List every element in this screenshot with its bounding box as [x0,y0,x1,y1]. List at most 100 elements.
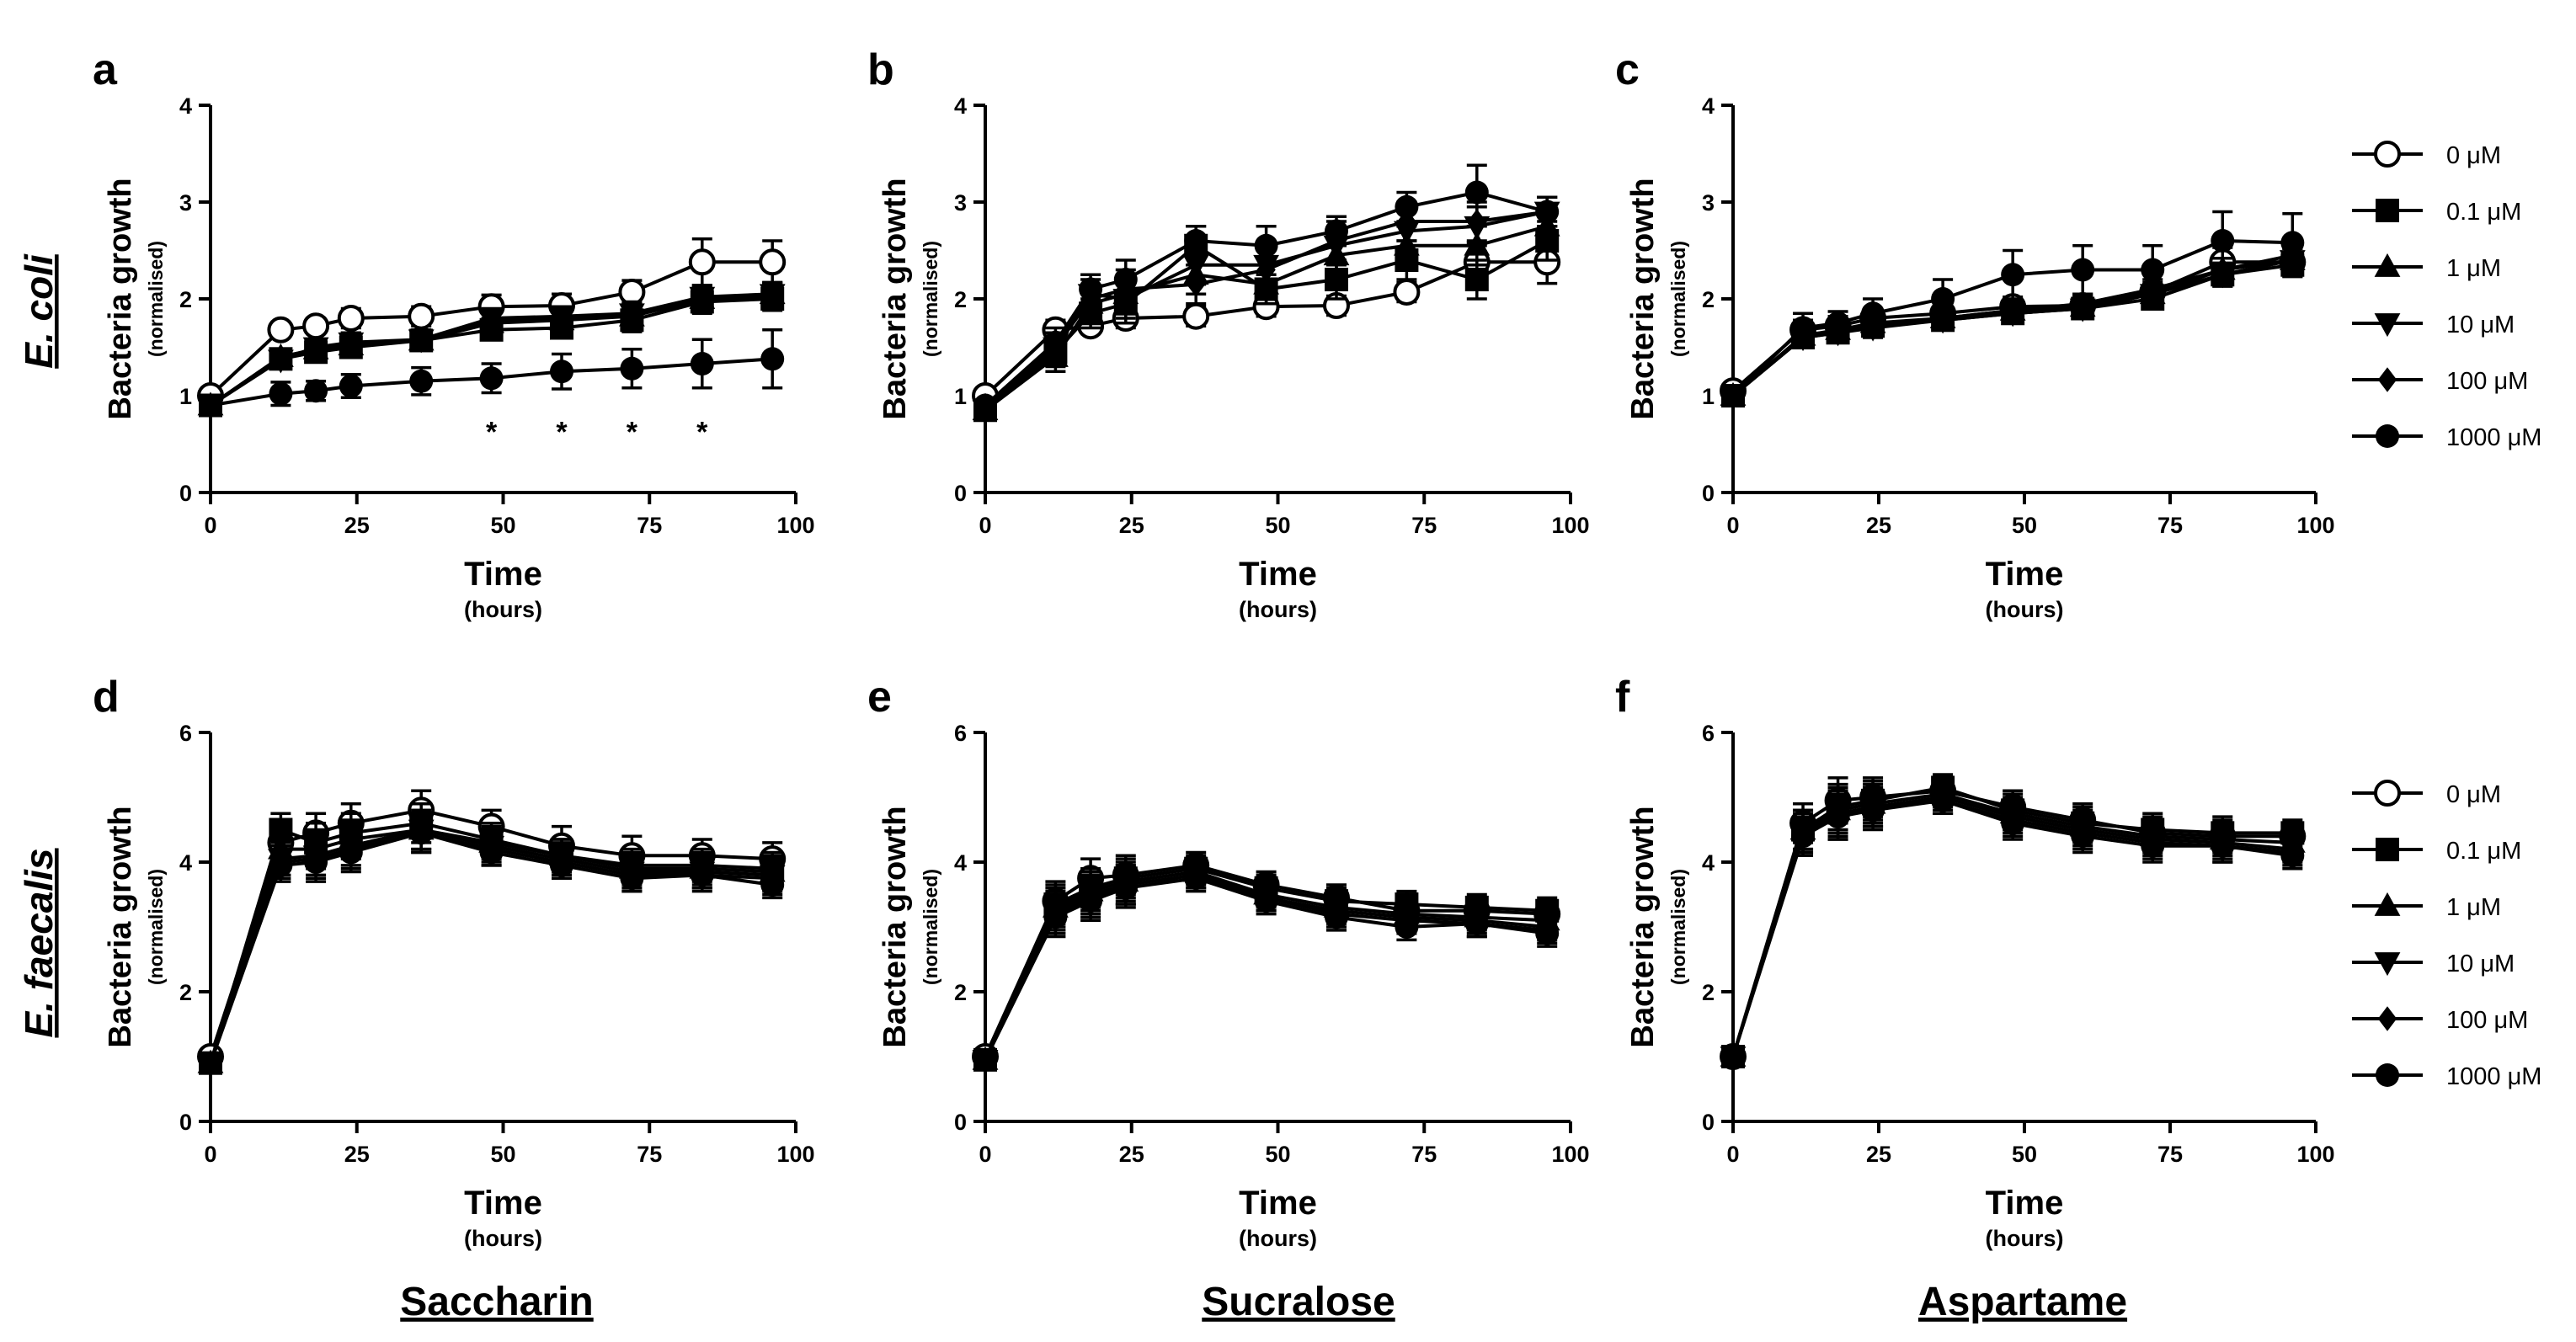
series-line [984,190,1548,407]
series-line [984,876,1548,1061]
y-tick-label: 6 [1702,721,1715,746]
x-tick-label: 50 [1265,513,1290,538]
y-axis-label: Bacteria growth [877,178,913,419]
x-axis-sublabel: (hours) [1239,597,1317,622]
x-axis-label: Time [1986,556,2064,593]
y-tick-label: 4 [954,850,967,876]
legend-marker [2376,199,2399,222]
x-tick-label: 100 [1551,1142,1589,1167]
row-label-efaecalis: E. faecalis [17,848,61,1037]
y-tick-label: 0 [954,1110,967,1135]
x-tick-label: 100 [2296,1142,2334,1167]
panel-c: c 0 1 2 3 4 0 25 50 75 100 Bacteria growth (normalis… [1615,45,2335,622]
data-point [2071,824,2095,849]
data-point [2141,258,2165,282]
x-tick-label: 50 [490,513,515,538]
legend-label: 0.1 μM [2446,838,2521,865]
x-tick-label: 100 [776,1142,814,1167]
x-axis-sublabel: (hours) [1986,1226,2064,1251]
x-tick-label: 75 [1411,1142,1437,1167]
data-point [1254,889,1278,913]
y-tick-label: 2 [1702,287,1715,312]
column-label-saccharin: Saccharin [400,1280,593,1324]
data-point [760,347,785,371]
series-line [1731,792,2293,1057]
data-point [1721,1045,1745,1068]
x-axis-label: Time [1239,556,1317,593]
series-line [984,866,1548,1061]
legend-label: 100 μM [2446,368,2528,395]
data-point [1184,866,1208,891]
y-tick-label: 4 [1702,850,1715,876]
data-point [620,866,644,891]
x-tick-label: 75 [1411,513,1437,538]
x-tick-label: 50 [490,1142,515,1167]
series-6 [973,864,1560,1072]
data-point [409,369,434,393]
data-point [2001,811,2025,835]
significance-marker: * [486,416,498,448]
data-point [973,393,997,418]
data-point [306,337,326,362]
data-point [479,366,504,391]
data-point [2211,833,2235,858]
y-tick-label: 4 [1702,93,1715,119]
data-point [688,248,716,276]
series-6 [199,328,785,418]
x-tick-label: 75 [2157,513,2183,538]
panel-letter: f [1615,673,1630,722]
x-axis-sublabel: (hours) [464,1226,542,1251]
legend-marker [2376,838,2399,861]
x-tick-label: 0 [204,1142,216,1167]
x-tick-label: 25 [1866,1142,1891,1167]
y-axis-sublabel: (normalised) [145,869,167,985]
panel-letter: e [867,673,892,722]
data-point [1791,824,1816,849]
legend-label: 0 μM [2446,781,2501,808]
data-point [622,302,642,328]
data-point [1395,915,1419,939]
y-axis-sublabel: (normalised) [145,241,167,357]
x-tick-label: 100 [1551,513,1589,538]
series-line [984,863,1548,1057]
x-tick-label: 50 [2012,1142,2037,1167]
data-point [1791,316,1816,340]
data-point [1464,268,1489,291]
series-line [1731,238,2293,397]
legend-label: 0 μM [2446,142,2501,169]
data-point [1395,194,1419,219]
data-point [690,863,714,887]
y-tick-label: 3 [954,190,967,216]
data-point [1187,272,1206,297]
legend-label: 1000 μM [2446,424,2541,451]
series-1 [197,237,787,409]
significance-marker: * [627,416,638,448]
data-point [1254,233,1278,258]
data-point [1721,384,1745,407]
legend-marker [2374,892,2401,916]
panel-e: e 0 2 4 6 0 25 50 75 100 Bacteria growth (normalise… [867,673,1590,1251]
data-point [550,359,573,384]
y-tick-label: 4 [179,850,192,876]
data-point [973,1047,997,1072]
data-point [1079,277,1103,301]
y-axis-label: Bacteria growth [1625,178,1661,419]
data-point [304,379,328,403]
x-tick-label: 25 [344,513,370,538]
data-point [199,393,222,418]
legend-marker [2374,313,2401,338]
column-label-aspartame: Aspartame [1918,1280,2127,1324]
data-point [760,872,785,897]
y-tick-label: 3 [1702,190,1715,216]
data-point [552,306,572,331]
data-point [620,356,644,381]
x-tick-label: 100 [776,513,814,538]
y-axis-sublabel: (normalised) [920,241,941,357]
y-axis-label: Bacteria growth [877,806,913,1047]
data-point [2003,298,2023,323]
data-point [302,312,330,340]
y-tick-label: 2 [179,980,192,1005]
y-tick-label: 0 [179,1110,192,1135]
series-line [1731,260,2293,392]
legend-label: 10 μM [2446,312,2515,338]
